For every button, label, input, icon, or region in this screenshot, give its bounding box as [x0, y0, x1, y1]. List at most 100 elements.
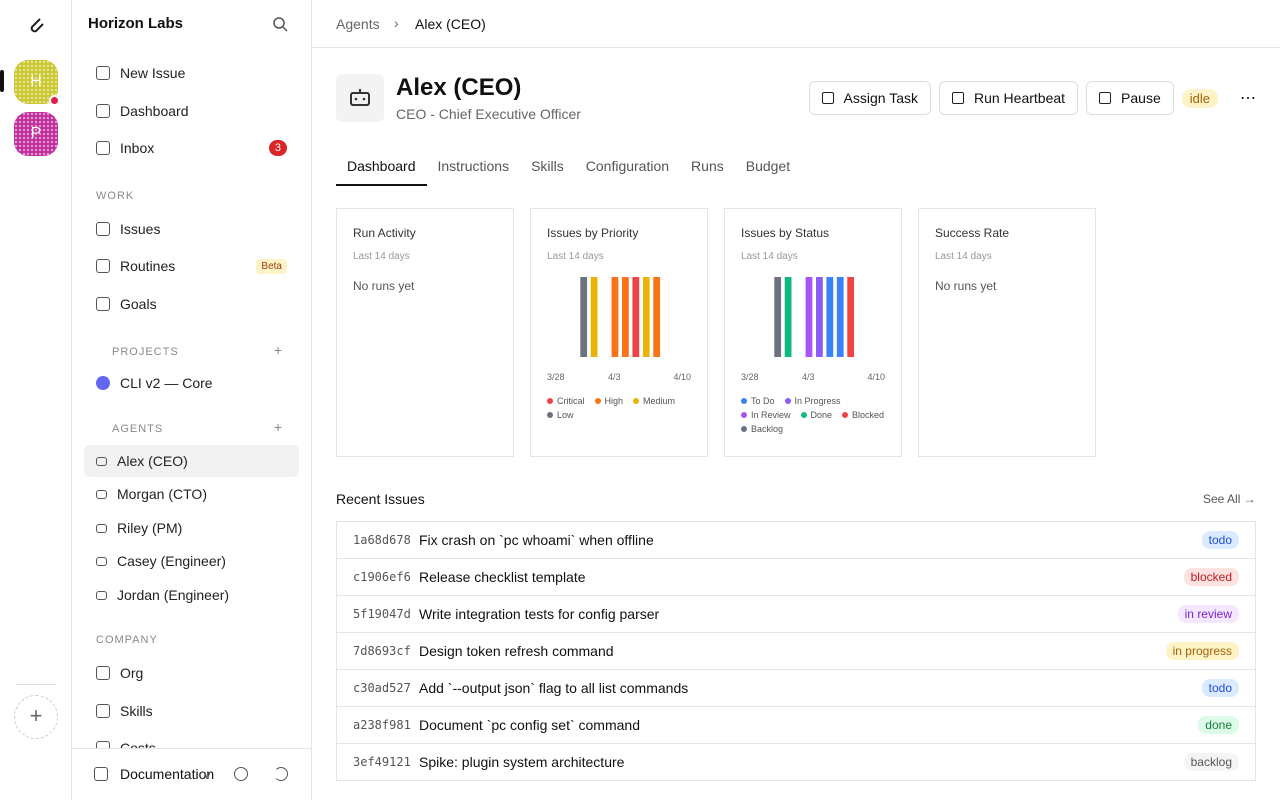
- tab[interactable]: Runs: [691, 158, 724, 174]
- action-button[interactable]: Run Heartbeat: [938, 81, 1079, 115]
- action-button[interactable]: Assign Task: [808, 81, 931, 115]
- topbar: Agents › Alex (CEO): [312, 0, 1280, 48]
- nav-item[interactable]: Riley (PM): [84, 512, 299, 544]
- icon: [821, 92, 834, 104]
- more-menu[interactable]: ⋯: [1240, 90, 1256, 107]
- agent-actions: Assign Task Run Heartbeat Pause idle ⋯: [808, 81, 1256, 115]
- bar: [805, 277, 813, 357]
- agent-avatar: [336, 74, 384, 122]
- x-tick-label: 3/28: [741, 372, 759, 382]
- issue-id: 7d8693cf: [353, 644, 411, 658]
- section-heading: PROJECTS: [112, 346, 179, 358]
- issue-id: 5f19047d: [353, 607, 411, 621]
- nav-item[interactable]: New Issue: [84, 57, 299, 89]
- legend-swatch: [547, 412, 553, 418]
- breadcrumb-link[interactable]: Agents: [336, 16, 380, 32]
- bar: [632, 277, 640, 357]
- tab[interactable]: Instructions: [437, 158, 510, 174]
- card-subtitle: Last 14 days: [353, 251, 410, 262]
- legend-label: Blocked: [852, 410, 885, 420]
- icon: [1099, 92, 1112, 104]
- nav-item[interactable]: Issues: [84, 213, 299, 245]
- search[interactable]: [272, 16, 288, 32]
- issue-title: Document `pc config set` command: [419, 717, 640, 733]
- icon: [96, 523, 107, 533]
- nav-label: CLI v2 — Core: [120, 375, 213, 391]
- bar: [653, 277, 661, 357]
- bar: [826, 277, 834, 357]
- nav-item[interactable]: Org: [84, 657, 299, 689]
- nav-item[interactable]: Routines Beta: [84, 250, 299, 282]
- see-all[interactable]: See All →: [1203, 492, 1256, 506]
- legend-swatch: [741, 412, 747, 418]
- section-heading: COMPANY: [96, 634, 158, 646]
- icon: [96, 456, 107, 466]
- legend-swatch: [633, 398, 640, 404]
- tab[interactable]: Skills: [531, 158, 564, 174]
- issue-title: Add `--output json` flag to all list com…: [419, 680, 689, 696]
- tab[interactable]: Dashboard: [336, 150, 427, 186]
- settings[interactable]: [234, 767, 248, 781]
- legend-item: Backlog: [741, 424, 783, 434]
- nav-item[interactable]: Dashboard: [84, 95, 299, 127]
- docs-link[interactable]: Documentation: [94, 766, 214, 782]
- nav-label: Inbox: [120, 140, 155, 156]
- version: v: [204, 767, 211, 782]
- legend-swatch: [842, 412, 849, 418]
- legend-label: Critical: [557, 396, 585, 406]
- bar: [580, 277, 588, 357]
- legend-label: Medium: [643, 396, 676, 406]
- legend-swatch: [594, 398, 601, 404]
- issue-row[interactable]: c30ad527 Add `--output json` flag to all …: [336, 670, 1256, 707]
- action-label: Run Heartbeat: [973, 90, 1066, 106]
- issue-row[interactable]: 1a68d678 Fix crash on `pc whoami` when of…: [336, 522, 1256, 559]
- nav-item[interactable]: Jordan (Engineer): [84, 579, 299, 611]
- legend-label: In Review: [751, 410, 791, 420]
- nav-item[interactable]: Alex (CEO): [84, 445, 299, 477]
- icon: [96, 590, 107, 600]
- issue-row[interactable]: 3ef49121 Spike: plugin system architectur…: [336, 744, 1256, 781]
- tab[interactable]: Budget: [745, 158, 791, 174]
- x-tick-label: 4/10: [867, 372, 885, 382]
- legend-label: Low: [557, 410, 574, 420]
- theme-toggle[interactable]: [274, 767, 288, 781]
- nav-item[interactable]: Skills: [84, 695, 299, 727]
- sidebar: Horizon Labs New Issue Dashboard Inbox 3 WOR…: [72, 0, 312, 800]
- add-workspace[interactable]: +: [14, 695, 58, 739]
- nav-label: Org: [120, 665, 144, 681]
- nav-item[interactable]: Casey (Engineer): [84, 545, 299, 577]
- nav-item[interactable]: Goals: [84, 288, 299, 320]
- bar: [642, 277, 650, 357]
- nav-label: New Issue: [120, 65, 186, 81]
- icon: [96, 666, 110, 680]
- empty-text: No runs yet: [353, 279, 415, 293]
- workspace[interactable]: P: [14, 112, 58, 156]
- action-button[interactable]: Pause: [1086, 81, 1174, 115]
- legend-swatch: [547, 398, 553, 404]
- tab[interactable]: Configuration: [585, 158, 670, 174]
- status-pill: backlog: [1183, 753, 1239, 771]
- tabs: Dashboard Instructions Skills Configuration…: [336, 150, 801, 186]
- workspace[interactable]: H: [14, 60, 60, 106]
- nav-item[interactable]: CLI v2 — Core: [84, 367, 299, 399]
- legend: Critical High Medium Low: [547, 396, 697, 420]
- issue-row[interactable]: 7d8693cf Design token refresh command in p…: [336, 633, 1256, 670]
- card-subtitle: Last 14 days: [935, 251, 992, 262]
- issue-row[interactable]: c1906ef6 Release checklist template blocke…: [336, 559, 1256, 596]
- icon: [96, 556, 107, 566]
- nav-item[interactable]: Morgan (CTO): [84, 478, 299, 510]
- status-pill: todo: [1201, 531, 1239, 549]
- bar: [611, 277, 619, 357]
- issue-row[interactable]: a238f981 Document `pc config set` command…: [336, 707, 1256, 744]
- nav-item[interactable]: Inbox 3: [84, 132, 299, 164]
- issue-row[interactable]: 5f19047d Write integration tests for conf…: [336, 596, 1256, 633]
- nav-label: Goals: [120, 296, 157, 312]
- add-button[interactable]: +: [274, 342, 283, 358]
- add-button[interactable]: +: [274, 419, 283, 435]
- icon: [96, 141, 110, 155]
- nav-label: Morgan (CTO): [117, 486, 207, 502]
- active-indicator: [0, 70, 4, 92]
- action-label: Assign Task: [843, 90, 918, 106]
- docs-label: Documentation: [120, 766, 215, 782]
